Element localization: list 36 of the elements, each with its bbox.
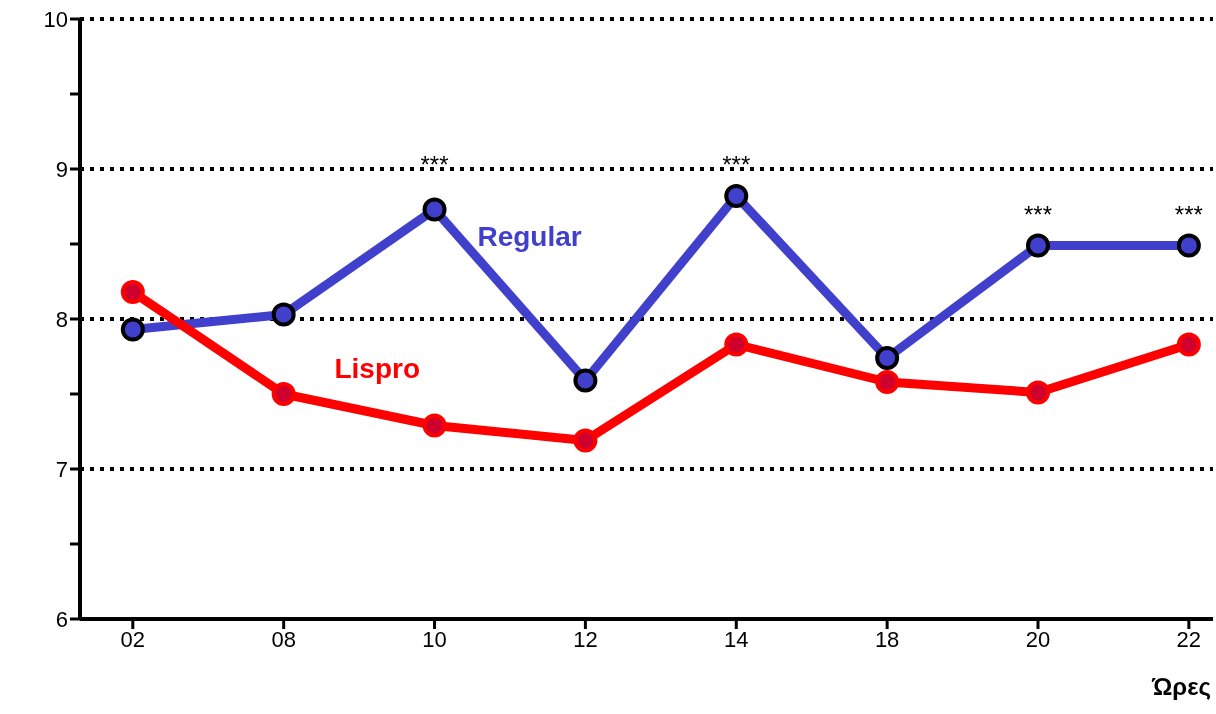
point <box>1026 380 1050 405</box>
y-tick-label: 8 <box>55 306 68 332</box>
x-tick-label: 10 <box>422 626 447 652</box>
x-tick-label: 08 <box>271 626 296 652</box>
point <box>271 382 296 406</box>
series-label: Lispro <box>334 353 420 385</box>
annotation: *** <box>722 151 751 179</box>
point <box>724 184 749 208</box>
x-tick-label: 22 <box>1176 626 1202 652</box>
point <box>1176 233 1201 258</box>
x-tick-label: 20 <box>1025 626 1051 652</box>
x-tick-label: 18 <box>874 626 900 652</box>
point <box>422 413 447 438</box>
point <box>120 280 145 304</box>
y-tick-label: 7 <box>55 456 68 482</box>
point <box>1176 332 1201 357</box>
x-tick-label: 02 <box>120 626 146 652</box>
point <box>875 346 900 370</box>
point <box>120 317 145 342</box>
point <box>271 302 296 327</box>
y-tick-label: 6 <box>55 606 68 632</box>
x-tick-label: 12 <box>573 626 598 652</box>
point <box>875 370 900 394</box>
annotation: *** <box>1023 200 1053 228</box>
point <box>1026 233 1050 258</box>
point <box>724 332 749 357</box>
point <box>573 428 598 453</box>
series-label: Regular <box>477 221 582 253</box>
x-tick-label: 14 <box>724 626 749 652</box>
x-axis-title: Ώρες <box>1151 673 1211 700</box>
point <box>422 197 447 222</box>
annotation: *** <box>1174 200 1203 228</box>
annotation: *** <box>420 151 449 179</box>
y-tick-label: 9 <box>55 156 68 182</box>
point <box>573 368 598 393</box>
y-tick-label: 10 <box>43 6 68 32</box>
